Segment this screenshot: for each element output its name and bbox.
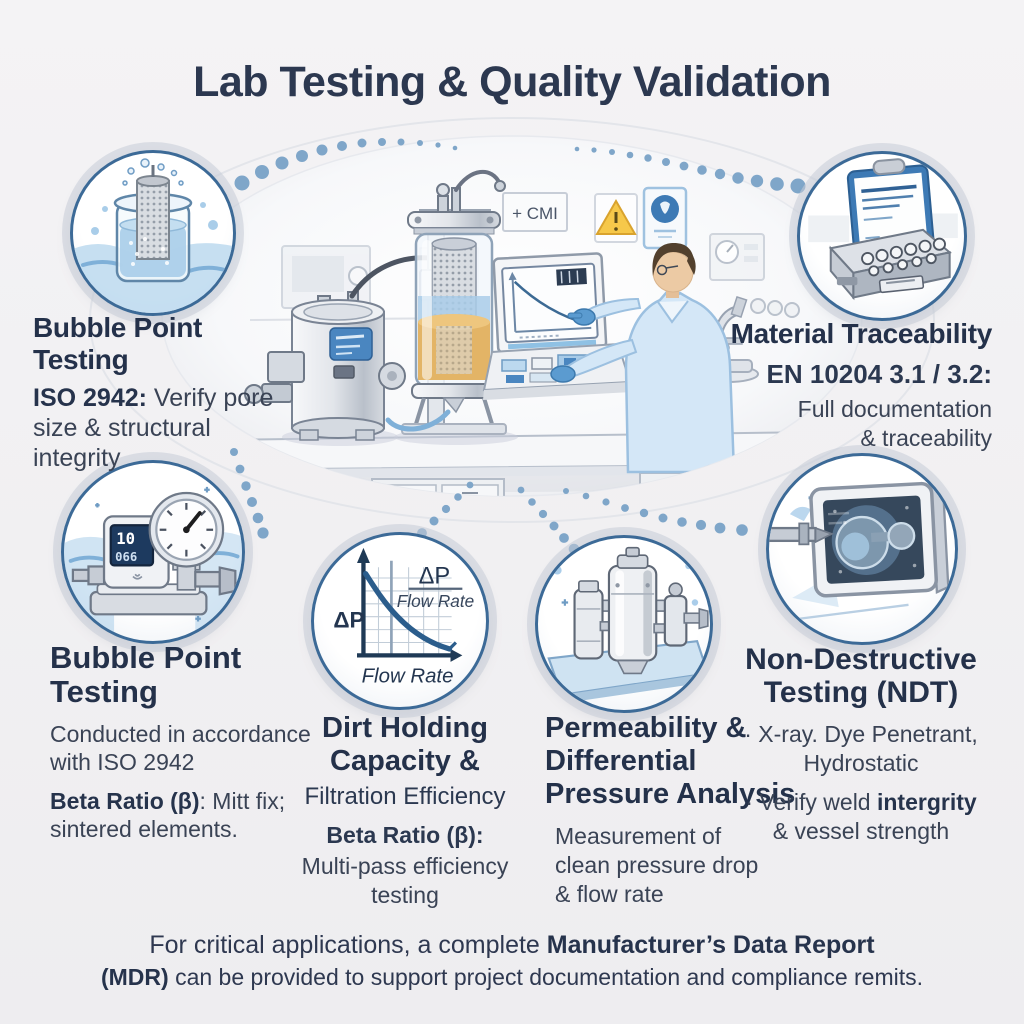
beta-ratio-label: Beta Ratio (β): [326,822,484,849]
filter-housings-icon [547,546,710,704]
footer-line: For critical applications, a complete Ma… [0,928,1024,962]
test-vessel [385,169,518,445]
footer-note: For critical applications, a complete Ma… [0,928,1024,993]
page-title: Lab Testing & Quality Validation [193,58,831,106]
card-body-line: & traceability [860,424,992,451]
steel-tank [244,255,433,446]
card-body: Conducted in accordance with ISO 2942 [50,720,330,776]
dotted-connectors [230,138,806,555]
material-traceability-circle [797,151,967,321]
bubble-point-top-circle [70,150,236,316]
card-body: · X-ray. Dye Penetrant, Hydrostatic [726,720,996,779]
bubble-point-lab-circle: 10 066 [61,460,245,644]
card-body: · Verify weld intergrity & vessel streng… [726,788,996,847]
footer-text: For critical applications, a complete [149,931,547,959]
gauge-display-top: 10 [116,530,135,548]
card-body-text: · Verify weld [745,788,877,815]
footer-bold: (MDR) [100,964,169,990]
glove [550,365,576,383]
card-body-text: : Mitt fix; [199,788,286,815]
bubble-point-lab-card: Bubble Point Testing Conducted in accord… [50,640,330,843]
card-body-bold: intergrity [876,788,977,815]
pressure-gauge-tester-icon: 10 066 [64,486,242,641]
scene-content: + CMI [183,169,857,496]
card-body: Measurement of clean pressure drop & flo… [545,822,797,909]
xray-inspection-screen-icon [769,480,950,620]
card-heading-line: Testing [50,674,158,710]
card-body-line: & flow rate [555,881,664,908]
bubble-point-top-card: Bubble Point Testing ISO 2942: Verify po… [33,312,287,473]
outer-halo-arc [89,117,935,523]
standard-ref: ISO 2942: [33,384,147,412]
card-body-line: with ISO 2942 [50,749,195,776]
card-heading-line: Testing (NDT) [763,676,959,709]
card-body-line: sintered elements. [50,816,238,843]
monitor [482,252,632,400]
card-heading-line: Non-Destructive [745,643,977,676]
card-body-line: Full documentation [797,396,992,422]
card-heading-line: Dirt Holding [322,712,488,744]
chart-legend-denominator: Flow Rate [397,591,474,611]
card-body-line: Hydrostatic [803,750,919,777]
card-body: ISO 2942: Verify pore size & structural … [33,383,287,473]
footer-text: can be provided to support project docum… [168,964,924,990]
beta-ratio-label: Beta Ratio (β) [50,788,200,815]
dirt-holding-circle: ΔP ΔP Flow Rate Flow Rate [311,532,489,710]
card-body-line: clean pressure drop [555,852,759,879]
footer-line: (MDR) can be provided to support project… [0,962,1024,993]
ndt-card: Non-Destructive Testing (NDT) · X-ray. D… [726,643,996,847]
card-body-line: · Verify weld intergrity [726,788,996,817]
card-body-line: testing [371,881,439,908]
chart-y-label: ΔP [333,607,364,632]
gauge-display-bottom: 066 [115,550,137,564]
tank-label [329,327,373,361]
ndt-circle [766,453,958,645]
beaker-filter-element-icon [73,158,233,313]
card-body-line: & vessel strength [772,818,950,845]
card-subheading: Filtration Efficiency [304,783,506,811]
card-heading-line: Capacity & [330,745,480,778]
card-body-line: Conducted in accordance [50,721,311,748]
clipboard-marking-machine-icon [808,158,958,301]
card-heading-line: Pressure Analysis [545,778,796,811]
card-body: Multi-pass efficiency testing [291,852,519,909]
permeability-circle [535,535,713,713]
dp-flow-curve-chart-icon: ΔP ΔP Flow Rate Flow Rate [333,547,474,687]
permeability-card: Permeability & Differential Pressure Ana… [545,712,797,909]
dirt-holding-card: Dirt Holding Capacity & Filtration Effic… [291,712,519,909]
standard-ref: EN 10204 3.1 / 3.2: [766,359,992,389]
card-heading: Material Traceability [730,318,993,349]
scientist-figure [550,243,736,474]
cmi-sign-label: + CMI [512,204,558,223]
card-heading: Bubble Point Testing [33,312,203,375]
card-body-line: Multi-pass efficiency [301,853,509,880]
card-heading-line: Bubble Point [50,640,242,675]
card-body-line: · X-ray. Dye Penetrant, [744,721,978,747]
card-body-line: Beta Ratio (β): Mitt fix; [50,787,330,815]
material-traceability-card: Material Traceability EN 10204 3.1 / 3.2… [726,318,993,453]
chart-x-label: Flow Rate [362,665,454,687]
card-body: Full documentation & traceability [726,395,992,453]
card-body-text: Verify pore size & structural integrity [33,384,274,472]
footer-bold: Manufacturer’s Data Report [546,931,875,959]
glasses-icon [656,264,668,276]
card-body: Beta Ratio (β): Mitt fix; sintered eleme… [50,787,330,843]
card-body-line: Measurement of [555,823,722,850]
hair [652,243,695,276]
card-heading-line: Permeability & [545,712,747,744]
cmi-sign [502,192,568,232]
card-heading-line: Differential [545,745,697,778]
chart-legend-numerator: ΔP [419,563,451,589]
